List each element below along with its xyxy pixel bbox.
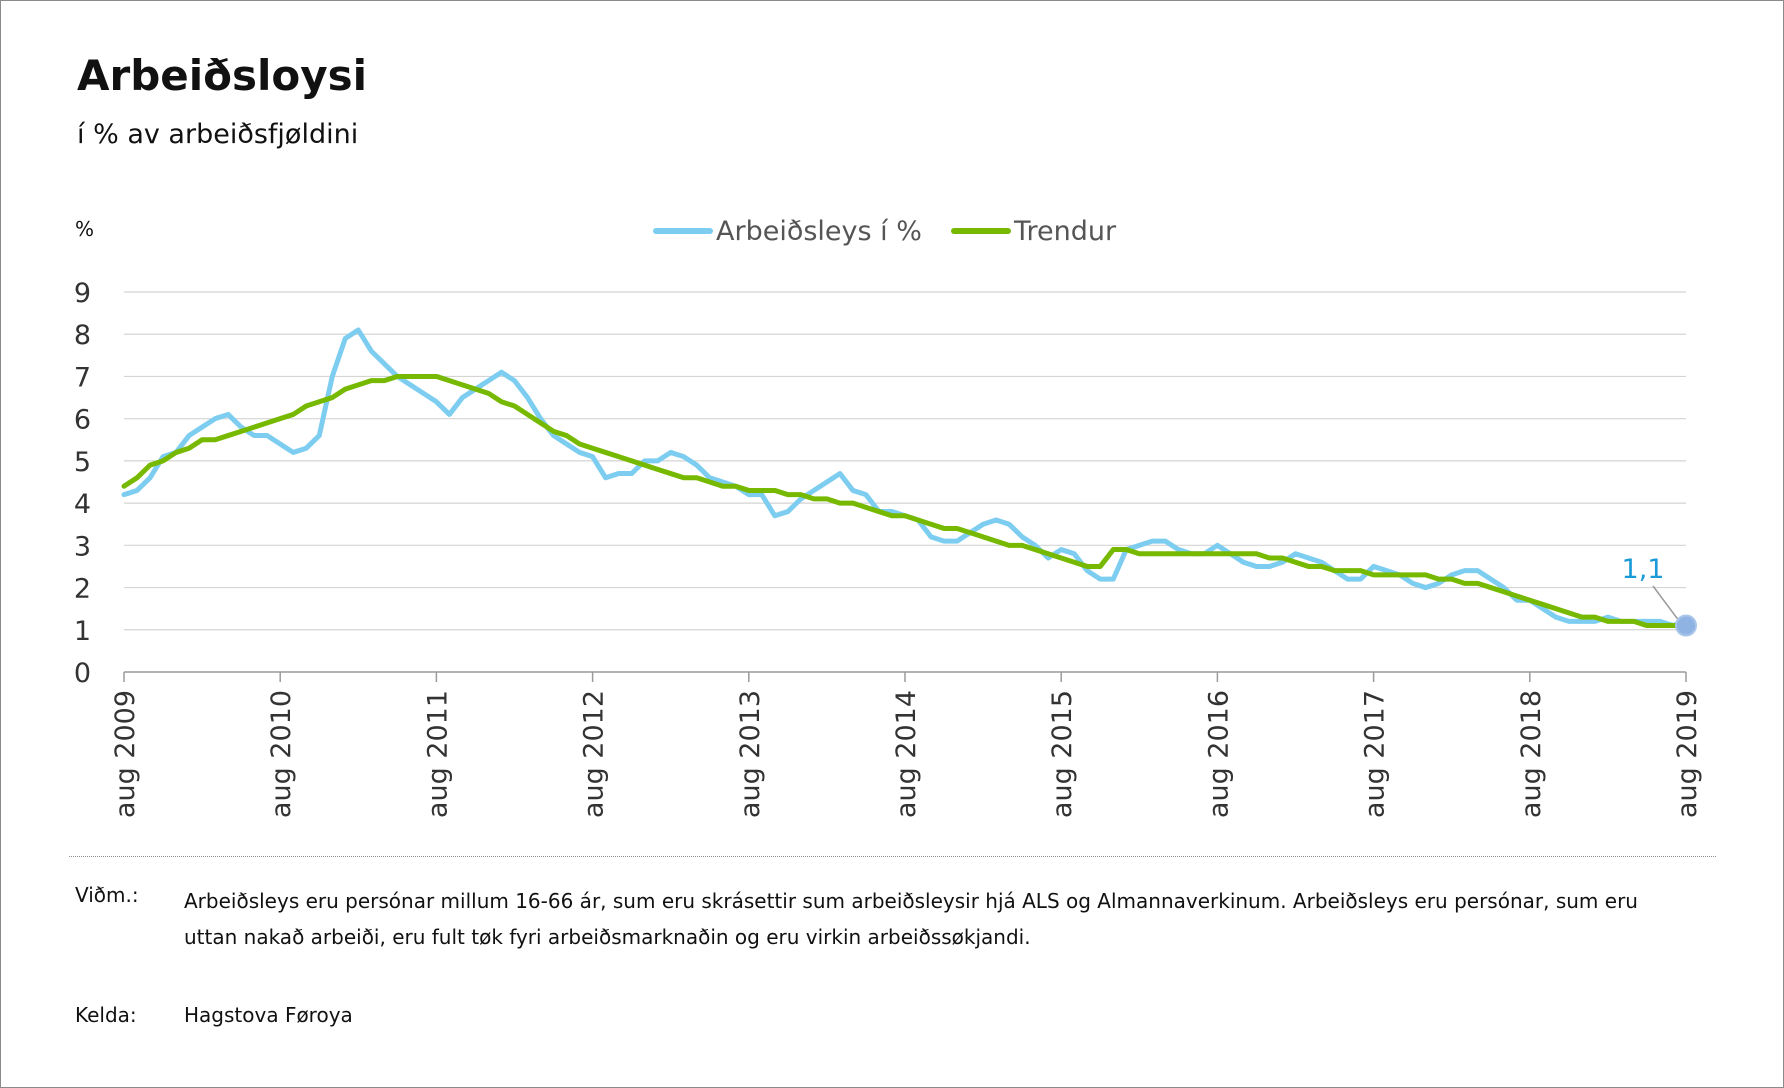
x-tick-label: aug 2016 (1203, 690, 1234, 818)
legend-label: Arbeiðsleys í % (716, 216, 922, 247)
y-tick-label: 8 (74, 320, 91, 351)
y-tick-label: 9 (74, 278, 91, 309)
x-tick-label: aug 2010 (266, 690, 297, 818)
series-line-trend (121, 373, 1689, 629)
y-tick-label: 1 (74, 616, 91, 647)
y-tick-label: 7 (74, 362, 91, 393)
annotation-leader-line (1652, 585, 1679, 621)
x-tick-label: aug 2013 (735, 690, 766, 818)
chart-title: Arbeiðsloysi (77, 51, 368, 100)
y-tick-label: 6 (74, 405, 91, 436)
y-axis-unit-label: % (75, 217, 94, 241)
separator-line (69, 856, 1716, 857)
x-tick-label: aug 2017 (1360, 690, 1391, 818)
x-tick-label: aug 2015 (1047, 690, 1078, 818)
source-text: Hagstova Føroya (184, 1003, 353, 1027)
x-tick-label: aug 2018 (1516, 690, 1547, 818)
y-tick-label: 3 (74, 531, 91, 562)
x-tick-label: aug 2014 (891, 690, 922, 818)
x-tick-label: aug 2009 (110, 690, 141, 818)
x-tick-label: aug 2019 (1672, 690, 1703, 818)
annotation-point (1675, 614, 1697, 637)
chart-subtitle: í % av arbeiðsfjøldini (77, 119, 359, 150)
y-tick-label: 4 (74, 489, 91, 520)
legend-label: Trendur (1013, 216, 1117, 247)
y-tick-label: 2 (74, 574, 91, 605)
y-tick-label: 0 (74, 658, 91, 689)
source-label: Kelda: (75, 1003, 137, 1027)
x-tick-label: aug 2011 (422, 690, 453, 818)
x-tick-label: aug 2012 (579, 690, 610, 818)
line-chart: 0 1 2 3 4 5 6 7 8 9% aug 2009 aug 2010 aug 2011 aug 2… (74, 216, 1703, 818)
y-tick-label: 5 (74, 447, 91, 478)
notes-label: Viðm.: (75, 883, 139, 907)
notes-text: Arbeiðsleys eru persónar millum 16-66 ár… (184, 889, 1638, 949)
annotation-label: 1,1 (1622, 554, 1665, 585)
